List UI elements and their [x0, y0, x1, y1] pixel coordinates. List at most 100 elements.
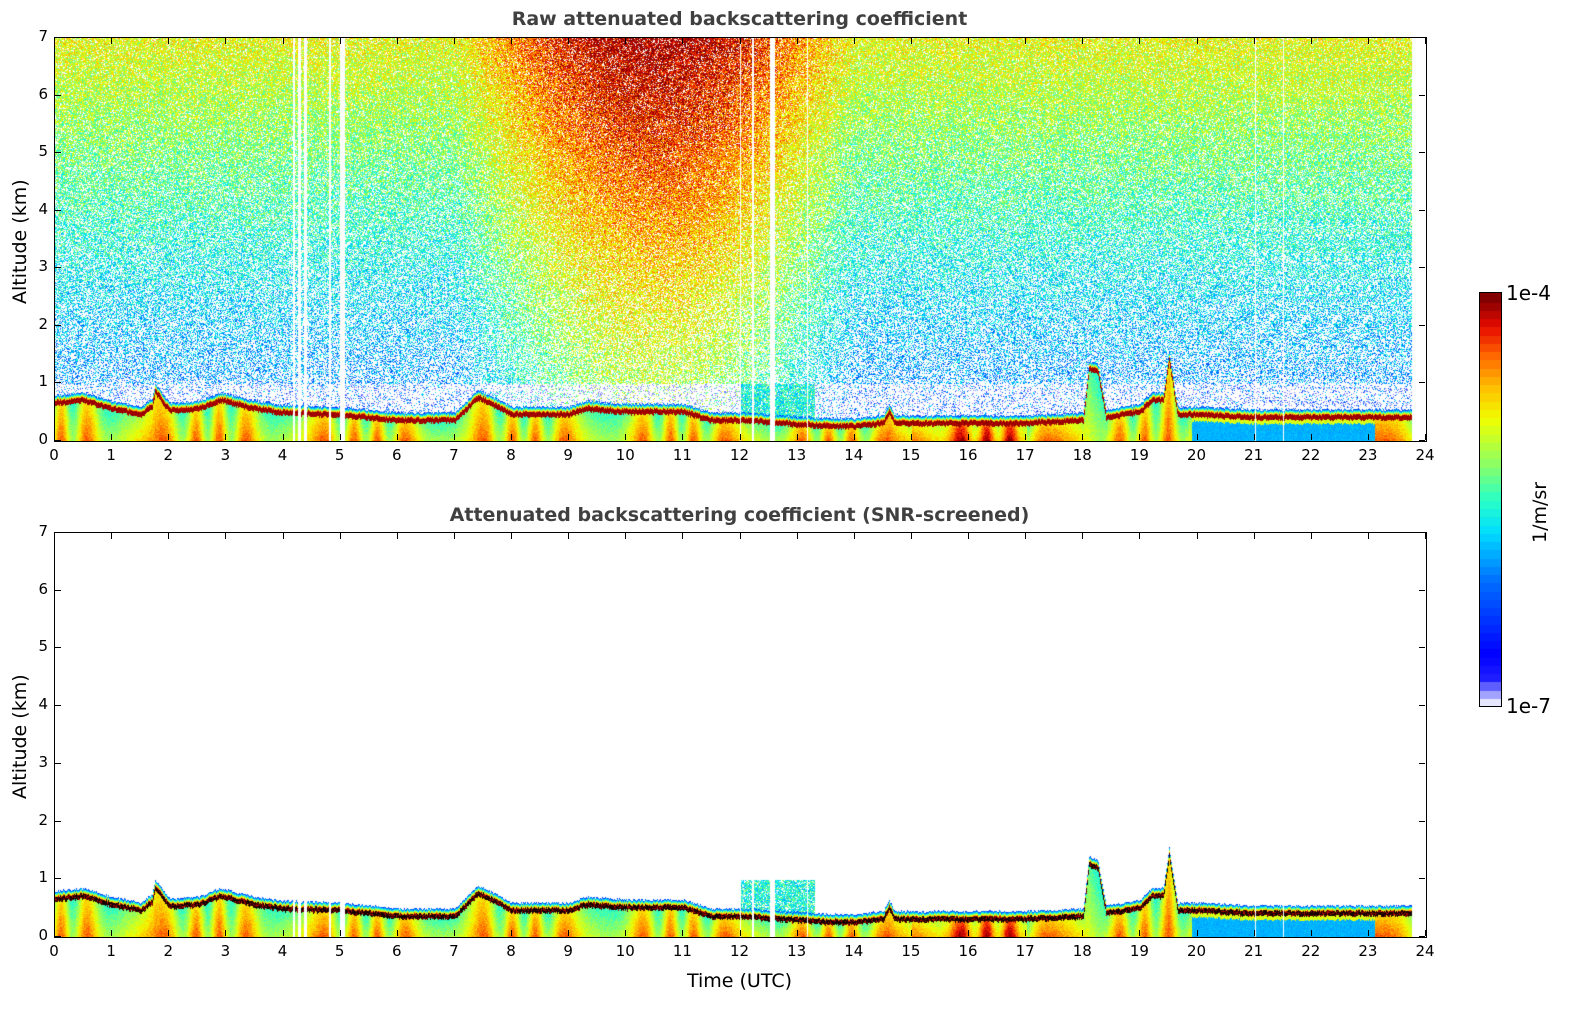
- x-tick-mark: [54, 533, 55, 539]
- x-tick-label: 11: [672, 446, 692, 464]
- x-tick-mark: [339, 38, 341, 44]
- x-tick-mark: [225, 38, 227, 44]
- y-tick-mark: [1419, 440, 1425, 441]
- x-tick-mark: [682, 930, 684, 936]
- y-tick-mark: [55, 532, 61, 533]
- x-tick-mark: [168, 38, 170, 44]
- x-tick-mark: [1196, 533, 1198, 539]
- x-tick-mark: [54, 38, 55, 44]
- x-tick-mark: [1025, 930, 1027, 936]
- x-tick-mark: [54, 434, 55, 440]
- x-tick-label: 9: [563, 942, 573, 960]
- y-tick-label: 5: [38, 637, 48, 656]
- y-tick-mark: [55, 440, 61, 441]
- x-tick-mark: [682, 434, 684, 440]
- colorbar-min-label: 1e-7: [1506, 694, 1551, 718]
- x-tick-mark: [168, 434, 170, 440]
- x-tick-mark: [1310, 38, 1312, 44]
- y-tick-mark: [55, 936, 61, 937]
- top-heatmap: [55, 38, 1426, 441]
- y-tick-label: 3: [38, 257, 48, 276]
- x-tick-label: 9: [563, 446, 573, 464]
- x-tick-mark: [796, 38, 798, 44]
- x-tick-mark: [1082, 930, 1084, 936]
- x-tick-label: 6: [391, 446, 402, 464]
- x-tick-label: 24: [1415, 942, 1435, 960]
- x-tick-mark: [111, 38, 113, 44]
- y-tick-mark: [55, 267, 61, 269]
- x-tick-mark: [1139, 533, 1141, 539]
- x-tick-mark: [625, 533, 627, 539]
- x-tick-label: 10: [615, 446, 635, 464]
- y-tick-mark: [55, 878, 61, 880]
- x-tick-mark: [1139, 930, 1141, 936]
- colorbar-max-label: 1e-4: [1506, 281, 1551, 305]
- x-tick-label: 7: [449, 942, 459, 960]
- x-tick-mark: [1025, 38, 1027, 44]
- x-tick-mark: [1196, 434, 1198, 440]
- x-tick-mark: [1082, 38, 1084, 44]
- x-tick-mark: [1253, 38, 1255, 44]
- x-tick-label: 23: [1358, 446, 1378, 464]
- x-tick-label: 24: [1415, 446, 1435, 464]
- y-tick-mark: [55, 152, 61, 154]
- x-tick-label: 22: [1301, 446, 1321, 464]
- x-tick-mark: [111, 434, 113, 440]
- y-tick-mark: [1419, 878, 1425, 880]
- x-axis-label: Time (UTC): [686, 970, 793, 992]
- x-tick-mark: [625, 38, 627, 44]
- y-tick-mark: [55, 324, 61, 326]
- x-tick-label: 17: [1015, 942, 1035, 960]
- x-tick-label: 7: [449, 446, 459, 464]
- y-tick-label: 2: [38, 314, 48, 333]
- top-plot-title: Raw attenuated backscattering coefficien…: [511, 8, 968, 30]
- y-tick-mark: [55, 94, 61, 96]
- x-tick-mark: [853, 930, 855, 936]
- x-tick-mark: [1196, 38, 1198, 44]
- y-tick-mark: [1419, 532, 1425, 533]
- x-tick-mark: [682, 38, 684, 44]
- x-tick-label: 3: [220, 942, 231, 960]
- x-tick-mark: [739, 434, 741, 440]
- x-tick-mark: [111, 930, 113, 936]
- y-tick-mark: [1419, 94, 1425, 96]
- x-tick-mark: [282, 38, 284, 44]
- x-tick-mark: [1367, 930, 1369, 936]
- x-tick-mark: [453, 38, 455, 44]
- x-tick-mark: [910, 930, 912, 936]
- x-tick-mark: [225, 930, 227, 936]
- x-tick-mark: [968, 434, 969, 440]
- x-tick-label: 19: [1129, 942, 1149, 960]
- y-tick-mark: [1419, 37, 1425, 38]
- x-tick-mark: [1310, 434, 1312, 440]
- x-tick-label: 14: [844, 446, 864, 464]
- x-tick-label: 16: [958, 446, 978, 464]
- x-tick-label: 20: [1186, 942, 1207, 960]
- x-tick-mark: [282, 533, 284, 539]
- x-tick-mark: [1253, 533, 1255, 539]
- x-tick-label: 14: [844, 942, 864, 960]
- x-tick-mark: [796, 930, 798, 936]
- y-tick-label: 6: [38, 84, 48, 103]
- x-tick-label: 16: [958, 942, 978, 960]
- x-tick-mark: [1196, 930, 1198, 936]
- x-tick-label: 5: [334, 446, 345, 464]
- x-tick-mark: [796, 533, 798, 539]
- bottom-plot-area: [54, 532, 1427, 938]
- x-tick-label: 19: [1129, 446, 1149, 464]
- y-tick-mark: [55, 382, 61, 384]
- x-tick-label: 2: [163, 446, 174, 464]
- x-tick-mark: [910, 38, 912, 44]
- x-tick-label: 0: [49, 942, 59, 960]
- x-tick-mark: [396, 930, 398, 936]
- x-tick-label: 17: [1015, 446, 1035, 464]
- x-tick-mark: [1367, 533, 1369, 539]
- top-plot-area: [54, 37, 1427, 442]
- y-tick-label: 4: [38, 199, 48, 218]
- x-tick-mark: [1425, 930, 1426, 936]
- y-tick-mark: [1419, 647, 1425, 649]
- x-tick-mark: [225, 434, 227, 440]
- x-tick-mark: [853, 38, 855, 44]
- x-tick-mark: [968, 533, 969, 539]
- x-tick-label: 15: [901, 942, 921, 960]
